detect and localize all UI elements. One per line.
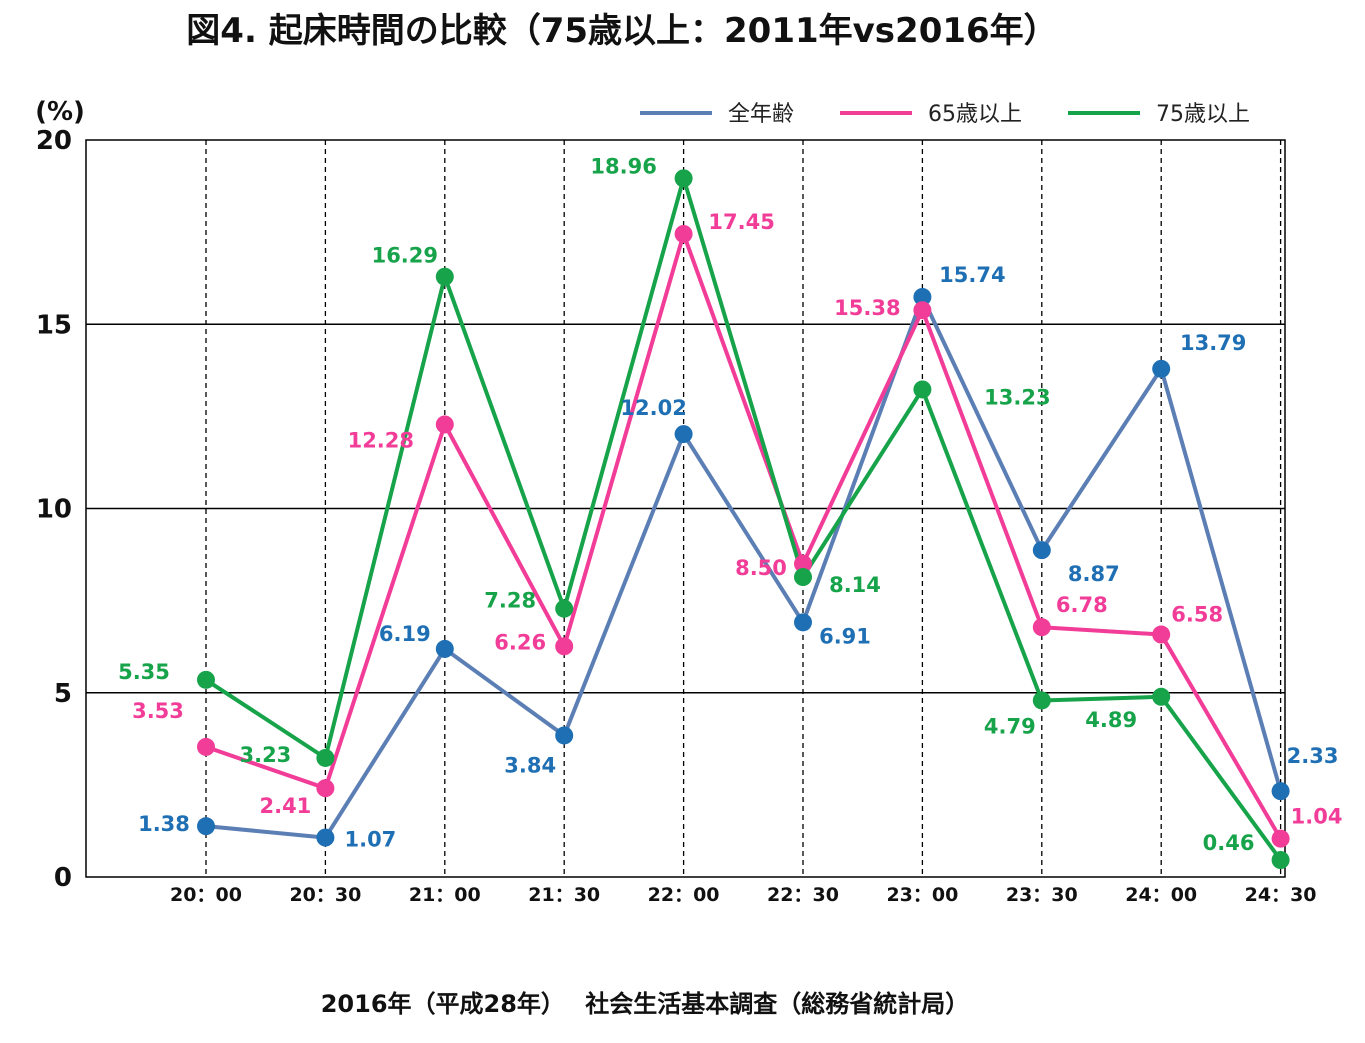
data-label: 2.33 — [1287, 744, 1339, 768]
data-point — [674, 169, 693, 188]
x-tick-label: 22：00 — [648, 884, 720, 906]
data-point — [555, 726, 574, 745]
data-point — [197, 817, 215, 836]
data-labels: 1.38 1.07 6.19 3.84 12.02 6.91 15.74 8.87 13.79 2… — [118, 154, 1342, 855]
data-point — [913, 301, 932, 320]
data-label: 6.26 — [494, 630, 546, 654]
x-tick-label: 20：00 — [170, 884, 242, 906]
data-point — [555, 637, 574, 656]
data-label: 3.23 — [239, 743, 291, 767]
data-point — [1032, 691, 1051, 710]
series-lines — [204, 176, 1283, 862]
data-point — [435, 639, 454, 658]
data-point — [674, 425, 693, 444]
grid — [86, 140, 1285, 877]
data-point — [316, 779, 335, 798]
x-axis-ticks: 20：00 20：30 21：00 21：30 22：00 22：30 23：00 23：30… — [170, 884, 1316, 906]
data-point — [555, 599, 574, 618]
data-label: 8.50 — [735, 556, 787, 580]
data-label: 4.79 — [984, 714, 1036, 738]
x-tick-label: 24：30 — [1245, 884, 1317, 906]
data-point — [913, 287, 932, 306]
data-point — [316, 748, 335, 767]
data-point — [1271, 851, 1290, 870]
data-point — [794, 568, 812, 587]
y-axis-label: (%) — [35, 97, 85, 127]
x-tick-label: 21：00 — [409, 884, 481, 906]
data-label: 13.79 — [1180, 331, 1246, 355]
y-tick-label: 0 — [54, 863, 72, 893]
data-point — [435, 415, 454, 434]
data-point — [674, 224, 693, 243]
x-tick-label: 24：00 — [1125, 884, 1197, 906]
data-label: 6.78 — [1056, 593, 1108, 617]
data-label: 16.29 — [372, 244, 438, 268]
data-point — [197, 670, 215, 689]
data-label: 15.74 — [939, 263, 1005, 287]
data-point — [1032, 541, 1051, 560]
data-label: 13.23 — [984, 385, 1050, 409]
y-tick-label: 20 — [36, 126, 72, 156]
chart-title: 図4. 起床時間の比較（75歳以上：2011年vs2016年） — [186, 11, 1057, 51]
series-line — [204, 176, 1283, 862]
series-line — [205, 295, 1283, 840]
data-label: 17.45 — [708, 210, 774, 234]
legend-label: 75歳以上 — [1156, 102, 1250, 127]
data-label: 8.87 — [1068, 562, 1120, 586]
series-line — [205, 232, 1283, 840]
source-footer: 2016年（平成28年） 社会生活基本調査（総務省統計局） — [321, 990, 970, 1018]
data-point — [913, 380, 932, 399]
legend: 全年齢 65歳以上 75歳以上 — [640, 102, 1250, 127]
data-point — [316, 828, 335, 847]
data-point — [794, 554, 812, 573]
data-point — [1152, 625, 1171, 644]
y-tick-label: 10 — [36, 495, 72, 525]
data-label: 6.19 — [379, 622, 431, 646]
legend-label: 全年齢 — [728, 102, 794, 127]
data-label: 6.91 — [819, 624, 871, 648]
data-point — [1032, 618, 1051, 637]
data-label: 8.14 — [829, 573, 881, 597]
data-label: 3.53 — [132, 699, 184, 723]
y-axis-ticks: 0 5 10 15 20 — [36, 126, 72, 893]
legend-label: 65歳以上 — [928, 102, 1022, 127]
data-point — [197, 737, 215, 756]
x-tick-label: 23：00 — [886, 884, 958, 906]
data-label: 5.35 — [118, 660, 170, 684]
data-label: 3.84 — [504, 753, 556, 777]
data-label: 7.28 — [484, 589, 536, 613]
data-label: 2.41 — [259, 794, 311, 818]
data-point — [794, 613, 812, 632]
data-label: 18.96 — [590, 154, 656, 178]
y-tick-label: 15 — [36, 310, 72, 340]
data-label: 0.46 — [1203, 831, 1255, 855]
x-tick-label: 20：30 — [289, 884, 361, 906]
x-tick-label: 21：30 — [528, 884, 600, 906]
x-tick-label: 23：30 — [1006, 884, 1078, 906]
data-label: 15.38 — [834, 296, 900, 320]
data-point — [1152, 359, 1171, 378]
data-point — [1271, 829, 1290, 848]
data-label: 1.04 — [1291, 805, 1343, 829]
series-points — [197, 169, 1290, 870]
y-tick-label: 5 — [54, 679, 72, 709]
data-label: 6.58 — [1171, 603, 1223, 627]
data-label: 12.28 — [348, 428, 414, 452]
data-label: 1.07 — [344, 828, 396, 852]
x-tick-label: 22：30 — [767, 884, 839, 906]
data-label: 12.02 — [620, 396, 686, 420]
data-label: 4.89 — [1085, 708, 1137, 732]
data-point — [435, 267, 454, 286]
data-point — [1152, 687, 1171, 706]
data-label: 1.38 — [138, 812, 190, 836]
data-point — [1271, 782, 1290, 801]
